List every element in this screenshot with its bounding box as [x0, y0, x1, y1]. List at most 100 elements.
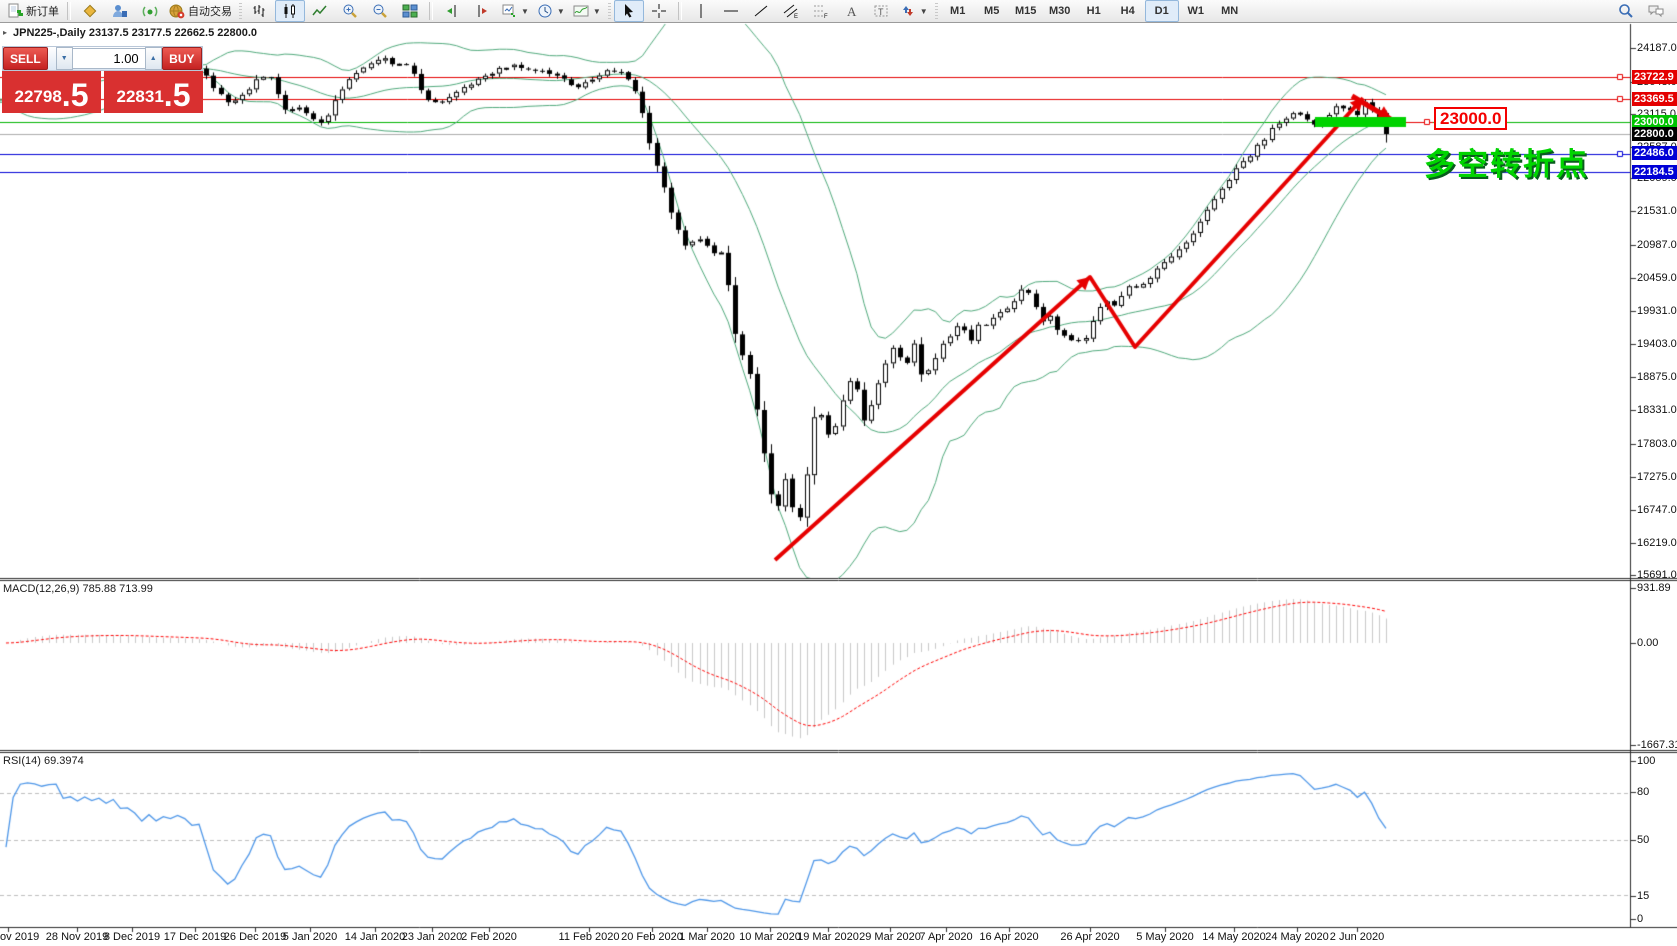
- price-level-tag[interactable]: 23722.9: [1632, 70, 1677, 84]
- chat-button[interactable]: [1641, 0, 1671, 22]
- sell-price-fraction: .5: [61, 77, 89, 113]
- chart-shift-button[interactable]: [467, 0, 497, 22]
- buy-button[interactable]: BUY: [161, 47, 202, 70]
- toolbar-separator: [67, 2, 71, 20]
- sell-price-panel[interactable]: 22798 .5: [2, 71, 101, 113]
- auto-scroll-button[interactable]: [437, 0, 467, 22]
- axis-tick-label: 19931.0: [1637, 305, 1677, 317]
- axis-tick-label: 17275.0: [1637, 471, 1677, 483]
- timeframe-button-h4[interactable]: H4: [1120, 5, 1135, 17]
- sell-button[interactable]: SELL: [3, 47, 48, 70]
- timeframe-bar: M1 M5 M15 M30 H1 H4 D1 W1 MN: [941, 0, 1247, 22]
- timeframe-button-m5[interactable]: M5: [984, 5, 1000, 17]
- text-tool-button[interactable]: A: [836, 0, 866, 22]
- price-level-tag[interactable]: 22486.0: [1632, 146, 1677, 160]
- date-axis-label: 1 Mar 2020: [679, 931, 735, 943]
- line-chart-button[interactable]: [305, 0, 335, 22]
- axis-tick-label: 18875.0: [1637, 371, 1677, 383]
- volume-stepper: ▼ ▲: [55, 47, 162, 70]
- timeframe-button-mn[interactable]: MN: [1221, 5, 1239, 17]
- new-order-button[interactable]: 新订单: [3, 0, 63, 22]
- tile-windows-icon: [402, 4, 418, 18]
- signal-button[interactable]: [135, 0, 165, 22]
- date-axis-label: 10 Mar 2020: [739, 931, 801, 943]
- axis-tick-label: 100: [1637, 755, 1656, 767]
- cursor-tool-button[interactable]: [613, 0, 644, 22]
- new-chart-button[interactable]: ▼: [497, 0, 533, 22]
- vertical-line-tool-button[interactable]: [686, 0, 716, 22]
- new-order-label: 新订单: [26, 6, 59, 18]
- date-axis-label: 26 Dec 2019: [223, 931, 287, 943]
- date-axis-label: 19 Nov 2019: [0, 931, 40, 943]
- buy-price-fraction: .5: [163, 77, 191, 113]
- axis-tick-label: 931.89: [1637, 582, 1671, 594]
- axis-tick-label: 0.00: [1637, 637, 1659, 649]
- collapse-arrow-icon[interactable]: ▸: [3, 28, 8, 37]
- axis-tick-label: 17803.0: [1637, 438, 1677, 450]
- timeframe-button-w1[interactable]: W1: [1187, 5, 1204, 17]
- volume-input[interactable]: [72, 48, 145, 69]
- arrows-tool-button[interactable]: ▼: [896, 0, 932, 22]
- symbol-period-label: JPN225-,Daily: [13, 27, 86, 39]
- bar-chart-button[interactable]: [245, 0, 275, 22]
- svg-text:A: A: [847, 4, 857, 19]
- buy-price-panel[interactable]: 22831 .5: [104, 71, 203, 113]
- toolbar-grip: [607, 3, 611, 19]
- date-axis-label: 29 Mar 2020: [859, 931, 921, 943]
- timeframe-button-m15[interactable]: M15: [1014, 5, 1037, 17]
- price-level-tag[interactable]: 23369.5: [1632, 92, 1677, 106]
- line-chart-icon: [312, 5, 327, 16]
- timeframe-button-h1[interactable]: H1: [1086, 5, 1101, 17]
- ohlc-values: 23137.5 23177.5 22662.5 22800.0: [88, 27, 258, 39]
- buy-price: 22831: [116, 87, 164, 106]
- period-clock-icon: [538, 4, 552, 18]
- auto-trading-button[interactable]: 自动交易: [165, 0, 236, 22]
- price-level-tag[interactable]: 23000.0: [1632, 115, 1677, 129]
- search-button[interactable]: [1611, 0, 1641, 22]
- candle-chart-icon: [284, 4, 295, 18]
- macd-indicator-label: MACD(12,26,9) 785.88 713.99: [3, 583, 153, 595]
- timeframe-button-m30[interactable]: M30: [1048, 5, 1071, 17]
- date-axis-label: 5 Jan 2020: [282, 931, 338, 943]
- tile-windows-button[interactable]: [395, 0, 425, 22]
- horizontal-line-tool-button[interactable]: [716, 0, 746, 22]
- period-clock-button[interactable]: ▼: [533, 0, 569, 22]
- text-label-tool-button[interactable]: T: [866, 0, 896, 22]
- channel-tool-button[interactable]: E: [776, 0, 806, 22]
- indicators-button[interactable]: ▼: [569, 0, 605, 22]
- date-axis-label: 24 May 2020: [1265, 931, 1329, 943]
- zoom-out-button[interactable]: [365, 0, 395, 22]
- chart-shift-icon: [478, 5, 487, 17]
- search-icon: [1619, 4, 1633, 18]
- candle-chart-button[interactable]: [275, 0, 305, 22]
- timeframe-button-d1[interactable]: D1: [1144, 0, 1179, 22]
- axis-tick-label: 20987.0: [1637, 239, 1677, 251]
- main-toolbar: 新订单 自动交易 ▼ ▼ ▼ E F A T ▼ M1 M5 M15 M30 H1 H4 D…: [0, 0, 1677, 23]
- profile-button[interactable]: [105, 0, 135, 22]
- svg-text:E: E: [794, 14, 798, 19]
- toolbar-separator: [429, 2, 433, 20]
- date-axis-label: 8 Dec 2019: [103, 931, 161, 943]
- gold-pad-button[interactable]: [75, 0, 105, 22]
- date-axis-label: 2 Feb 2020: [461, 931, 517, 943]
- turning-point-annotation[interactable]: 多空转折点: [1424, 147, 1589, 182]
- arrows-icon: [902, 6, 913, 16]
- timeframe-button-m1[interactable]: M1: [950, 5, 966, 17]
- date-axis-label: 19 Mar 2020: [797, 931, 859, 943]
- axis-tick-label: 15: [1637, 890, 1650, 902]
- volume-down-button[interactable]: ▼: [55, 47, 73, 70]
- price-level-tag[interactable]: 22800.0: [1632, 127, 1677, 141]
- zoom-out-icon: [373, 4, 387, 18]
- axis-tick-label: -1667.31: [1637, 739, 1677, 751]
- fibonacci-tool-button[interactable]: F: [806, 0, 836, 22]
- price-annotation-box[interactable]: 23000.0: [1434, 107, 1508, 130]
- sell-price: 22798: [14, 87, 62, 106]
- new-chart-icon: [502, 4, 515, 17]
- trendline-tool-button[interactable]: [746, 0, 776, 22]
- crosshair-tool-button[interactable]: [644, 0, 674, 22]
- zoom-in-button[interactable]: [335, 0, 365, 22]
- volume-up-button[interactable]: ▲: [144, 47, 162, 70]
- price-level-tag[interactable]: 22184.5: [1632, 165, 1677, 179]
- indicators-icon: [573, 5, 589, 17]
